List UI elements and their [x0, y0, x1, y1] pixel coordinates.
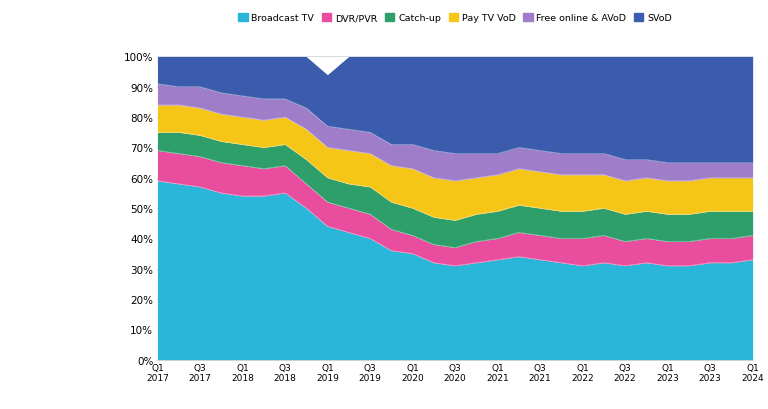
Text: Source: Ampere Analysis: Source: Ampere Analysis	[12, 375, 142, 384]
Text: Europe big 5
markets: Time
spent watching
video by media
type: Europe big 5 markets: Time spent watchin…	[12, 74, 140, 165]
Legend: Broadcast TV, DVR/PVR, Catch-up, Pay TV VoD, Free online & AVoD, SVoD: Broadcast TV, DVR/PVR, Catch-up, Pay TV …	[234, 11, 676, 27]
